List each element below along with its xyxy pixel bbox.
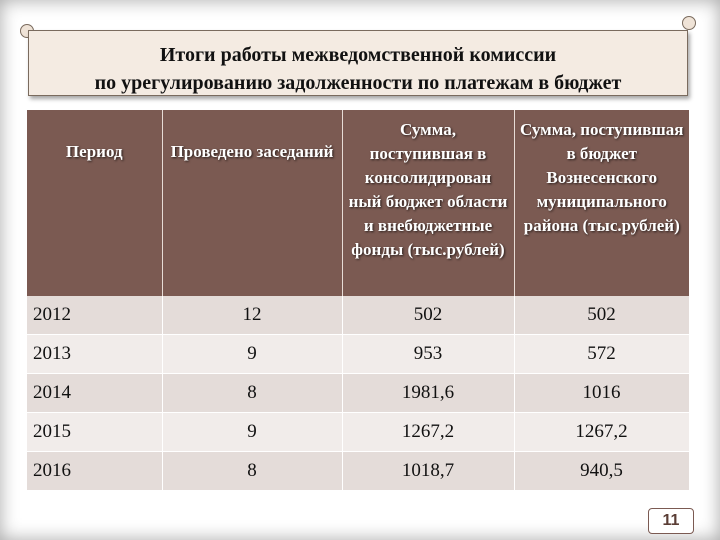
column-header-district-sum: Сумма, поступившая в бюджет Вознесенског… <box>514 110 689 296</box>
title-box: Итоги работы межведомственной комиссии п… <box>28 30 688 96</box>
title-scroll-banner: Итоги работы межведомственной комиссии п… <box>20 16 696 96</box>
cell-meetings: 9 <box>162 412 343 452</box>
table-row: 2013 9 953 572 <box>27 334 690 374</box>
table-header-row: Период Проведено заседаний Сумма, поступ… <box>27 110 689 296</box>
table-row: 2012 12 502 502 <box>27 296 690 335</box>
cell-period: 2014 <box>27 373 163 413</box>
cell-consolidated-sum: 953 <box>342 334 515 374</box>
page-number-badge: 11 <box>648 508 694 534</box>
cell-district-sum: 502 <box>514 296 690 335</box>
cell-district-sum: 1267,2 <box>514 412 690 452</box>
cell-meetings: 8 <box>162 373 343 413</box>
slide-title-line-1: Итоги работы межведомственной комиссии <box>159 44 557 66</box>
scroll-curl-right-icon <box>682 16 696 30</box>
table-row: 2015 9 1267,2 1267,2 <box>27 412 690 452</box>
slide-title: Итоги работы межведомственной комиссии п… <box>29 41 687 97</box>
cell-consolidated-sum: 1018,7 <box>342 451 515 491</box>
cell-period: 2013 <box>27 334 163 374</box>
results-table-container: Период Проведено заседаний Сумма, поступ… <box>27 110 690 491</box>
column-header-meetings: Проведено заседаний <box>162 110 343 296</box>
slide-title-line-2: по урегулированию задолженности по плате… <box>94 72 622 94</box>
cell-period: 2016 <box>27 451 163 491</box>
results-table: Период Проведено заседаний Сумма, поступ… <box>27 110 690 491</box>
table-row: 2016 8 1018,7 940,5 <box>27 451 690 491</box>
cell-district-sum: 572 <box>514 334 690 374</box>
cell-consolidated-sum: 502 <box>342 296 515 335</box>
column-header-period: Период <box>27 110 163 296</box>
column-header-consolidated-sum: Сумма, поступившая в консолидирован ный … <box>342 110 515 296</box>
cell-meetings: 8 <box>162 451 343 491</box>
cell-district-sum: 1016 <box>514 373 690 413</box>
table-row: 2014 8 1981,6 1016 <box>27 373 690 413</box>
cell-consolidated-sum: 1267,2 <box>342 412 515 452</box>
cell-meetings: 9 <box>162 334 343 374</box>
cell-period: 2015 <box>27 412 163 452</box>
cell-consolidated-sum: 1981,6 <box>342 373 515 413</box>
cell-meetings: 12 <box>162 296 343 335</box>
cell-district-sum: 940,5 <box>514 451 690 491</box>
cell-period: 2012 <box>27 296 163 335</box>
